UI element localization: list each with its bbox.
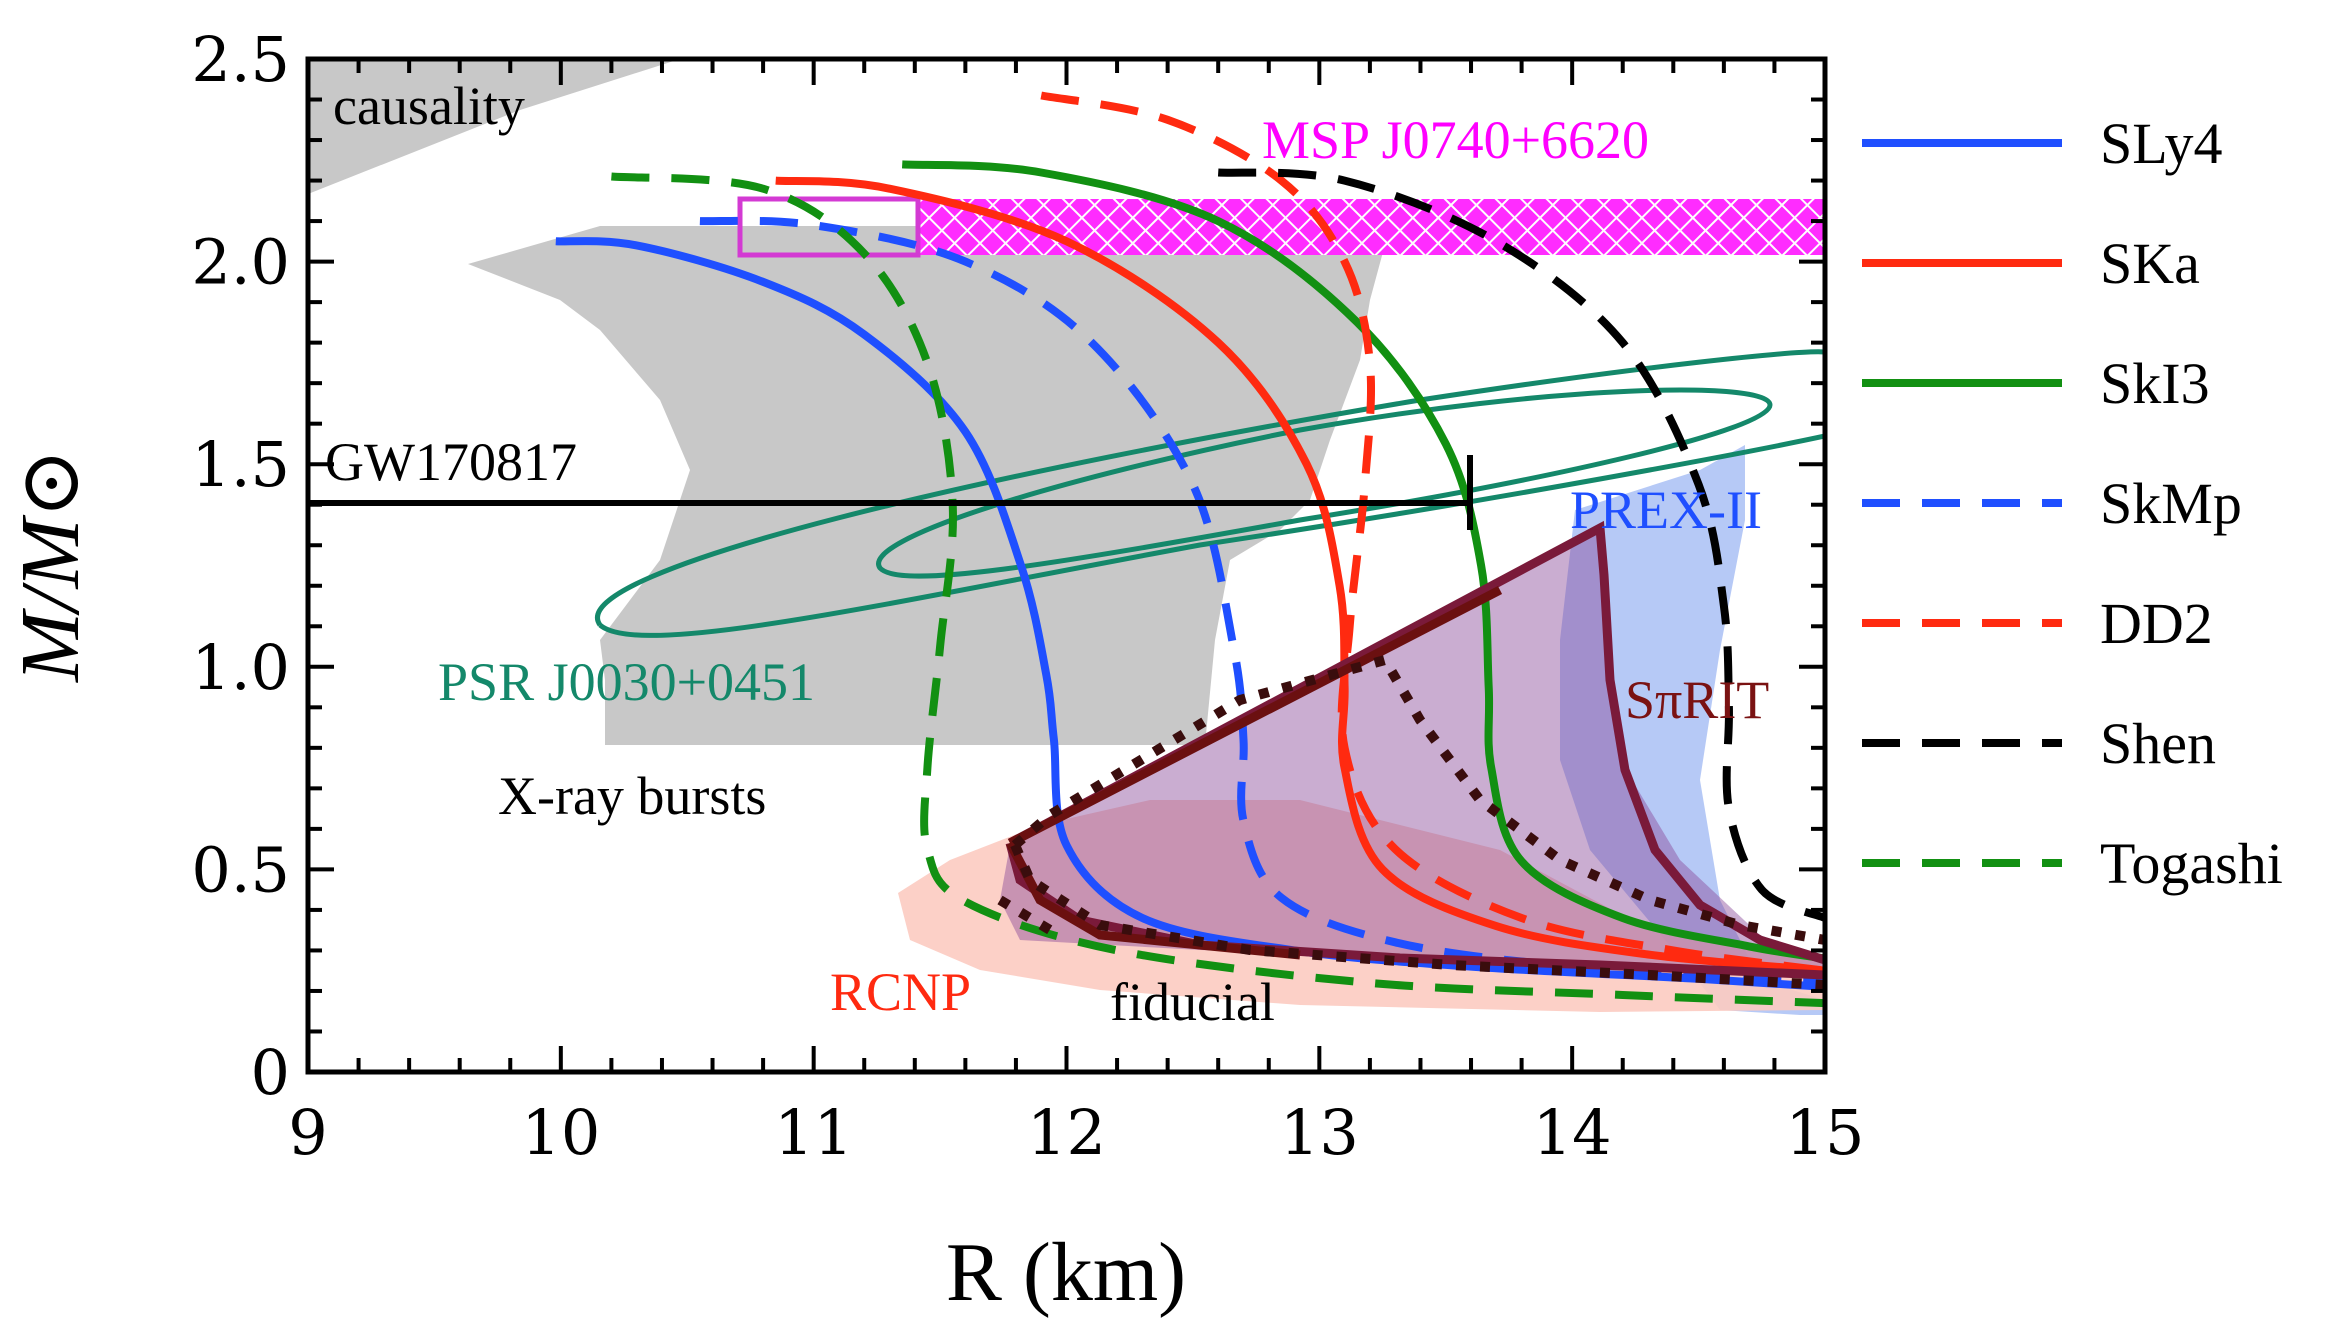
fiducial-label: fiducial bbox=[1110, 972, 1275, 1032]
msp-band bbox=[918, 199, 1825, 255]
rcnp-label: RCNP bbox=[830, 962, 971, 1022]
y-tick-label: 2.0 bbox=[191, 226, 290, 299]
legend-label-ski3: SkI3 bbox=[2100, 351, 2210, 416]
series-ska-line bbox=[775, 176, 1825, 975]
y-tick-label: 2.5 bbox=[191, 23, 290, 96]
y-tick-label: 0 bbox=[251, 1036, 290, 1109]
x-tick-label: 9 bbox=[288, 1096, 327, 1169]
x-tick-label: 15 bbox=[1786, 1096, 1865, 1169]
x-tick-label: 14 bbox=[1533, 1096, 1612, 1169]
x-axis-title: R (km) bbox=[946, 1226, 1186, 1319]
y-tick-label: 1.5 bbox=[191, 428, 290, 501]
series-shen-line bbox=[1217, 168, 1825, 922]
msp-band-outline bbox=[737, 196, 921, 258]
psr-contour-outer bbox=[595, 349, 1825, 638]
legend: SLy4 SKa SkI3 SkMp DD2 Shen Togashi bbox=[1862, 111, 2283, 896]
prex-ii-label: PREX-II bbox=[1570, 480, 1762, 540]
causality-label: causality bbox=[333, 76, 525, 136]
series-togashi-line bbox=[611, 172, 1825, 1008]
gw170817-marker bbox=[308, 455, 1473, 530]
msp-label: MSP J0740+6620 bbox=[1262, 110, 1649, 170]
y-axis-title: M/M⊙ bbox=[4, 448, 97, 683]
psr-contour-inner bbox=[876, 387, 1773, 579]
legend-label-skmp: SkMp bbox=[2100, 471, 2242, 536]
prex-ii-region bbox=[1560, 445, 1825, 1015]
psr-label: PSR J0030+0451 bbox=[438, 652, 815, 712]
x-tick-label: 10 bbox=[521, 1096, 600, 1169]
xray-bursts-region bbox=[468, 226, 1390, 745]
y-tick-label: 0.5 bbox=[191, 833, 290, 906]
xray-bursts-label: X-ray bursts bbox=[498, 766, 766, 826]
rcnp-region bbox=[898, 800, 1825, 1012]
causality-region bbox=[308, 59, 680, 194]
series-skmp-line bbox=[699, 216, 1825, 987]
x-tick-label: 11 bbox=[774, 1096, 853, 1169]
fiducial-outline bbox=[997, 654, 1825, 990]
legend-label-togashi: Togashi bbox=[2100, 831, 2283, 896]
spirit-label: SπRIT bbox=[1625, 670, 1769, 730]
legend-label-dd2: DD2 bbox=[2100, 591, 2213, 656]
x-tick-label: 12 bbox=[1027, 1096, 1106, 1169]
y-tick-label: 1.0 bbox=[191, 631, 290, 704]
series-ski3-line bbox=[901, 160, 1825, 963]
series-dd2-line bbox=[1040, 91, 1825, 975]
x-tick-label: 13 bbox=[1280, 1096, 1359, 1169]
gw170817-label: GW170817 bbox=[325, 432, 577, 492]
legend-label-sly4: SLy4 bbox=[2100, 111, 2223, 176]
legend-label-shen: Shen bbox=[2100, 711, 2216, 776]
spirit-region bbox=[1000, 530, 1825, 975]
legend-label-ska: SKa bbox=[2100, 231, 2200, 296]
